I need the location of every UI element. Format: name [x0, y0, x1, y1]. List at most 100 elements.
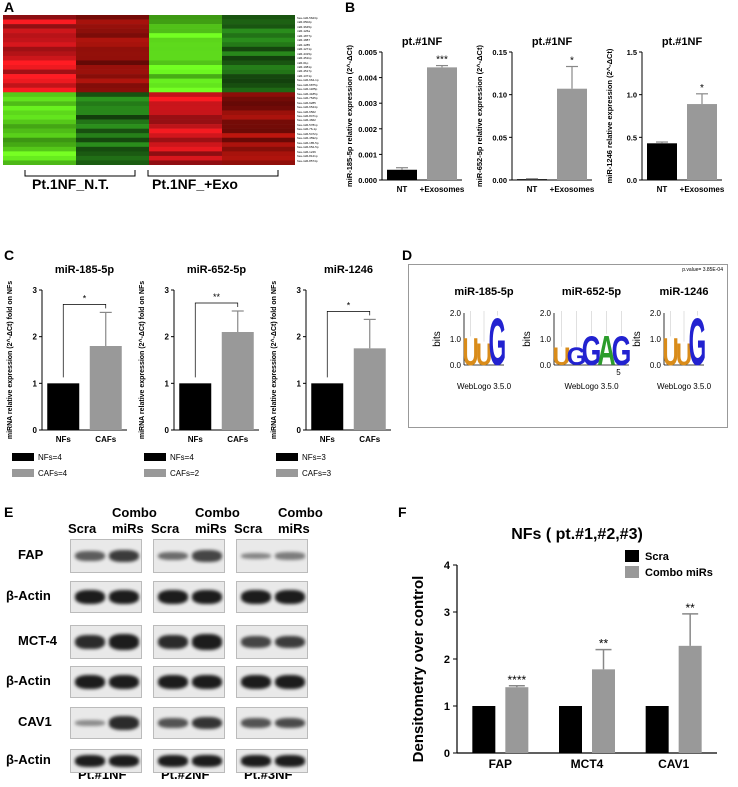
- heatmap-row-label: hsa-miR-664-1p: [297, 78, 319, 83]
- blot-image: [70, 625, 142, 659]
- y-tick-label: 0: [297, 426, 302, 435]
- combo-label-top: Combo: [195, 505, 240, 520]
- chart-c-mir185: miR-185-5p 0 1 2 3 miRNA relative expression …: [6, 264, 127, 478]
- heatmap-cell: [76, 87, 149, 93]
- bar: [517, 179, 547, 180]
- logo-tick-label: 1.0: [540, 335, 552, 344]
- heatmap-cell: [149, 115, 222, 120]
- blot-row-label: CAV1: [18, 714, 52, 729]
- heatmap-cell: [149, 83, 222, 89]
- bar: [89, 346, 122, 430]
- bar: [472, 706, 496, 753]
- blot-image: [70, 581, 142, 613]
- heatmap-cell: [3, 124, 76, 129]
- y-tick-label: 1: [444, 701, 450, 713]
- category-label: MCT4: [571, 757, 604, 771]
- chart-title: miR-185-5p: [55, 264, 115, 276]
- y-tick-label: 2: [165, 333, 170, 342]
- bar: [47, 383, 80, 430]
- heatmap-row-labels: hsa-miR-5623p miR-6502p miR-3645p miR-126a m…: [297, 16, 337, 163]
- heatmap-row-label: miR-1285: [297, 42, 311, 47]
- heatmap-cell: [222, 142, 295, 148]
- heatmap-cell: [222, 15, 295, 20]
- western-blot-panel: Combo Scra miRs Pt.#1NF Combo Scra miRs Pt.#2NF…: [0, 505, 395, 787]
- heatmap-row-label: hsa-miR-6544p: [297, 105, 318, 110]
- combo-label-bottom: miRs: [195, 521, 227, 536]
- combo-label-bottom: miRs: [112, 521, 144, 536]
- logo-y-label: bits: [432, 331, 443, 347]
- heatmap-cell: [3, 19, 76, 25]
- heatmap-cell: [222, 133, 295, 139]
- blot-image: [70, 707, 142, 739]
- blot-image: [153, 666, 225, 698]
- heatmap-cell: [3, 119, 76, 125]
- heatmap-cell: [3, 142, 76, 148]
- category-label: CAFs: [359, 435, 380, 444]
- blot-band: [241, 552, 271, 560]
- heatmap-cell: [3, 37, 76, 43]
- heatmap-cell: [76, 19, 149, 25]
- category-label: +Exosomes: [550, 185, 595, 194]
- category-label: NT: [657, 185, 668, 194]
- y-tick-label: 0.15: [492, 48, 507, 57]
- y-axis-label: Densitometry over control: [410, 576, 427, 763]
- y-axis-label: miRNA relative expression (2^-ΔCt) fold …: [138, 281, 146, 439]
- legend-label: Combo miRs: [645, 567, 713, 579]
- category-label: CAFs: [227, 435, 248, 444]
- heatmap-row-label: miR-1271p: [297, 47, 312, 52]
- bar: [427, 67, 457, 180]
- logo-title: miR-652-5p: [562, 286, 622, 298]
- heatmap-cell: [3, 55, 76, 61]
- heatmap-cell: [222, 137, 295, 143]
- heatmap-cell: [76, 155, 149, 161]
- heatmap-cell: [3, 24, 76, 29]
- y-tick-label: 3: [297, 286, 302, 295]
- blot-band: [158, 717, 188, 729]
- heatmap-cell: [149, 133, 222, 139]
- heatmap-cell: [3, 105, 76, 111]
- legend-swatch: [625, 566, 639, 578]
- heatmap-row-label: miR-4511p: [297, 56, 312, 61]
- heatmap-cell: [222, 92, 295, 98]
- logo-position-tick: 5: [616, 368, 621, 377]
- blot-band: [75, 551, 105, 561]
- heatmap-row-label: hsa-miR-185-5p: [297, 140, 319, 145]
- heatmap-cell: [76, 96, 149, 102]
- blot-image: [153, 749, 225, 773]
- legend-swatch: [276, 453, 298, 461]
- blot-band: [192, 716, 222, 730]
- weblogo-credit: WebLogo 3.5.0: [457, 382, 512, 391]
- heatmap-cell: [76, 92, 149, 98]
- heatmap-cell: [76, 78, 149, 84]
- legend-label: NFs=3: [302, 453, 326, 462]
- heatmap-cell: [3, 15, 76, 20]
- logo-letter: G: [567, 343, 587, 371]
- heatmap-cell: [222, 83, 295, 89]
- y-tick-label: 2: [297, 333, 302, 342]
- heatmap-cell: [149, 51, 222, 57]
- heatmap-cell: [76, 83, 149, 89]
- heatmap-cell: [76, 65, 149, 70]
- heatmap-cell: [76, 124, 149, 129]
- heatmap-cell: [3, 51, 76, 57]
- blot-image: [236, 581, 308, 613]
- category-label: NFs: [188, 435, 204, 444]
- weblogo-credit: WebLogo 3.5.0: [564, 382, 619, 391]
- y-tick-label: 0.005: [358, 48, 377, 57]
- heatmap-cell: [3, 151, 76, 157]
- heatmap-row-label: hsa-miR-6562: [297, 109, 316, 114]
- logo-tick-label: 2.0: [450, 309, 462, 318]
- significance-bracket: [62, 304, 107, 378]
- heatmap-cell: [222, 65, 295, 70]
- chart-title: pt.#1NF: [402, 36, 443, 48]
- heatmap-cell: [222, 37, 295, 43]
- heatmap-row-label: miR-1981p: [297, 64, 312, 69]
- heatmap-cell: [149, 46, 222, 52]
- heatmap-cell: [222, 55, 295, 61]
- heatmap-cell: [3, 60, 76, 66]
- heatmap-cell: [149, 124, 222, 129]
- y-tick-label: 0.0: [627, 176, 637, 185]
- y-tick-label: 0.10: [492, 91, 507, 100]
- heatmap-cell: [222, 19, 295, 25]
- blot-image: [70, 539, 142, 573]
